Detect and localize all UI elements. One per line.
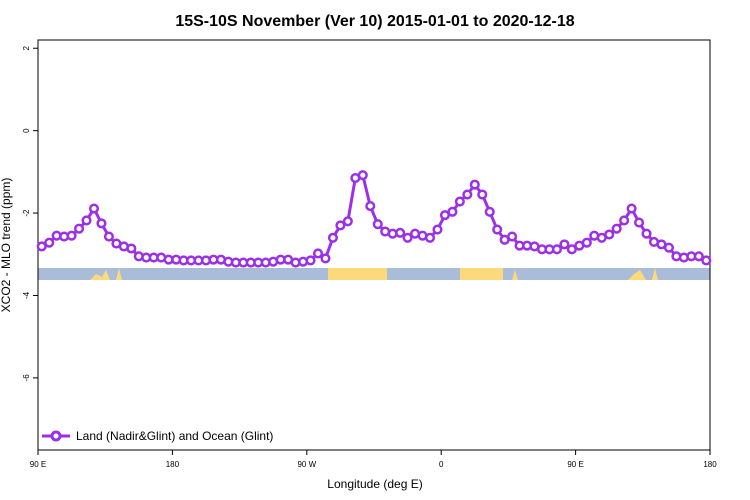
data-point xyxy=(312,248,324,259)
data-point xyxy=(320,253,331,264)
data-point xyxy=(626,203,637,214)
data-point xyxy=(663,242,674,253)
data-point xyxy=(66,230,77,241)
data-point xyxy=(395,227,406,238)
x-tick-label: 180 xyxy=(703,460,717,469)
y-axis-label: XCO2 - MLO trend (ppm) xyxy=(0,178,13,313)
data-point xyxy=(634,217,645,228)
legend: Land (Nadir&Glint) and Ocean (Glint) xyxy=(42,429,273,443)
data-point xyxy=(559,239,570,250)
data-point xyxy=(365,201,376,212)
land-strip xyxy=(90,270,110,280)
data-point xyxy=(402,232,413,243)
data-point xyxy=(36,241,47,252)
x-tick-label: 180 xyxy=(166,460,180,469)
data-point xyxy=(469,179,480,190)
x-tick-label: 90 E xyxy=(567,460,583,469)
x-tick-label: 90 E xyxy=(30,460,46,469)
data-point xyxy=(619,215,630,226)
data-point xyxy=(74,223,85,234)
land-strip xyxy=(652,268,658,280)
data-point xyxy=(81,215,92,226)
data-point xyxy=(611,223,622,234)
data-point xyxy=(477,189,488,200)
land-strip xyxy=(116,268,122,280)
land-strip xyxy=(628,270,646,280)
data-point xyxy=(492,224,503,235)
plot-frame xyxy=(37,39,711,451)
data-point xyxy=(693,251,704,262)
data-point xyxy=(447,206,458,217)
data-point xyxy=(507,231,518,242)
series-line xyxy=(41,173,707,265)
x-axis-label: Longitude (deg E) xyxy=(327,477,422,491)
data-point xyxy=(335,220,346,231)
data-point xyxy=(305,255,316,266)
data-point xyxy=(641,228,652,239)
y-tick-label: 2 xyxy=(22,45,31,50)
data-point xyxy=(701,255,712,266)
data-point xyxy=(103,231,114,242)
data-point xyxy=(604,229,615,240)
legend-marker xyxy=(50,430,62,442)
data-point xyxy=(96,218,107,229)
chart-title: 15S-10S November (Ver 10) 2015-01-01 to … xyxy=(175,13,574,30)
data-point xyxy=(566,244,577,255)
y-tick-label: -2 xyxy=(22,209,31,217)
legend-label: Land (Nadir&Glint) and Ocean (Glint) xyxy=(76,429,273,443)
data-point xyxy=(424,232,436,243)
data-point xyxy=(372,219,383,230)
data-point xyxy=(432,224,443,235)
x-tick-label: 90 W xyxy=(297,460,316,469)
data-point xyxy=(126,243,137,254)
data-point xyxy=(551,244,562,255)
land-ocean-strip xyxy=(38,268,710,280)
land-strip xyxy=(512,270,518,280)
y-tick-label: 0 xyxy=(22,128,31,133)
data-point xyxy=(88,203,100,214)
land-strip xyxy=(328,268,387,280)
y-tick-label: -6 xyxy=(22,374,31,382)
data-point xyxy=(327,232,338,243)
data-point xyxy=(454,196,465,207)
y-tick-label: -4 xyxy=(22,291,31,299)
data-point xyxy=(357,170,368,181)
data-point xyxy=(44,237,55,248)
data-point xyxy=(484,206,495,217)
data-point xyxy=(581,237,592,248)
land-strip xyxy=(460,268,503,280)
data-point xyxy=(462,189,473,200)
data-point xyxy=(342,216,353,227)
x-tick-label: 0 xyxy=(439,460,444,469)
